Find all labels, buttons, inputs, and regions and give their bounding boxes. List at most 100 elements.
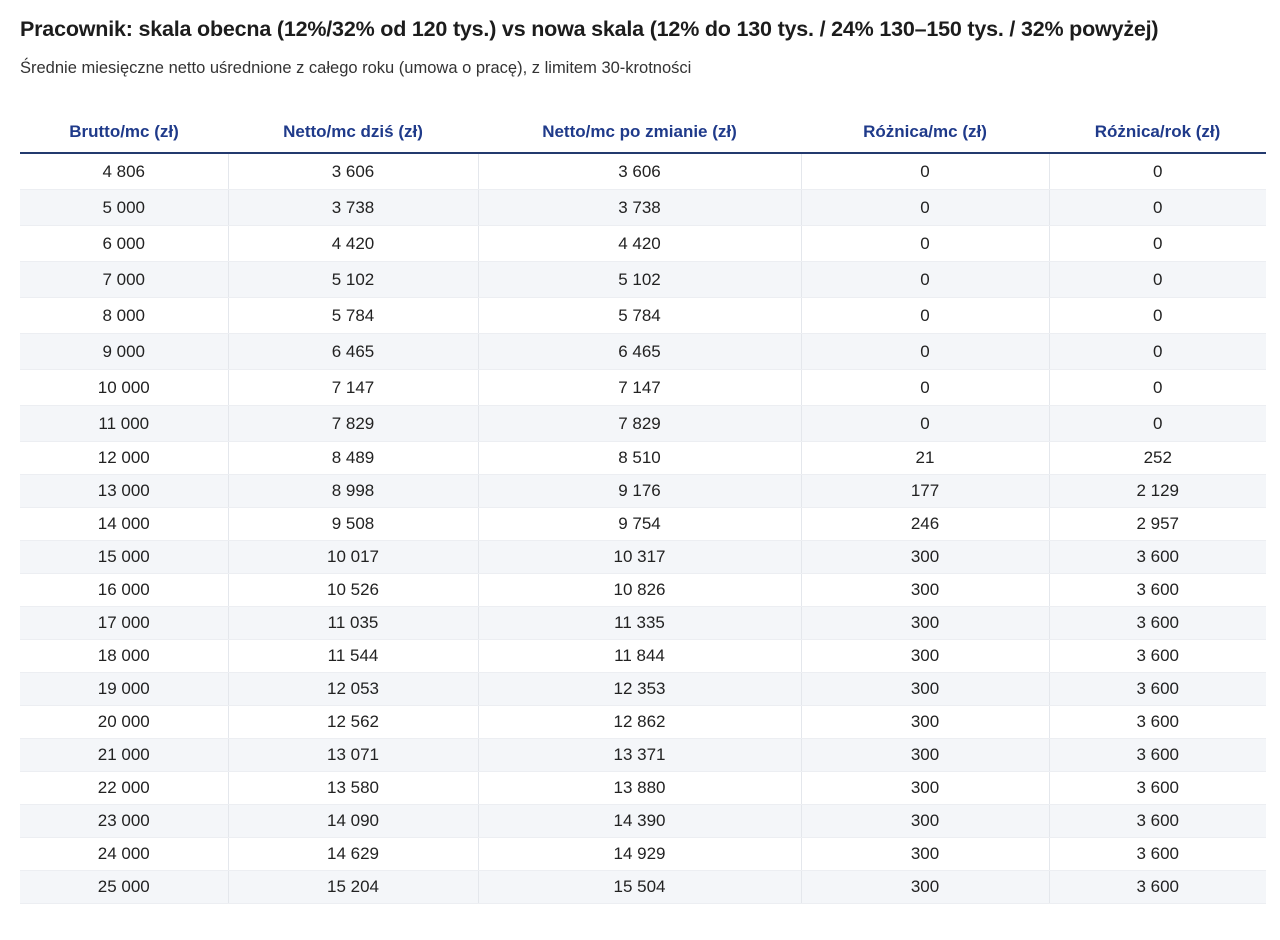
cell-roznica-rok: 2 129 [1049, 474, 1266, 508]
cell-roznica-mc: 300 [801, 738, 1050, 772]
cell-netto-dzis: 12 053 [228, 672, 479, 706]
cell-netto-po-zmianie: 8 510 [478, 441, 802, 475]
cell-netto-dzis: 10 526 [228, 573, 479, 607]
cell-brutto: 5 000 [20, 189, 229, 226]
cell-netto-dzis: 8 489 [228, 441, 479, 475]
cell-brutto: 15 000 [20, 540, 229, 574]
cell-roznica-rok: 2 957 [1049, 507, 1266, 541]
cell-netto-dzis: 15 204 [228, 870, 479, 904]
cell-netto-dzis: 9 508 [228, 507, 479, 541]
column-header-netto-dzis: Netto/mc dziś (zł) [228, 112, 478, 154]
cell-roznica-mc: 0 [801, 369, 1050, 406]
cell-brutto: 4 806 [20, 153, 229, 190]
table-row: 22 000 13 580 13 880 300 3 600 [20, 771, 1266, 805]
table-row: 19 000 12 053 12 353 300 3 600 [20, 672, 1266, 706]
cell-roznica-mc: 0 [801, 153, 1050, 190]
cell-brutto: 10 000 [20, 369, 229, 406]
cell-brutto: 25 000 [20, 870, 229, 904]
cell-roznica-mc: 0 [801, 405, 1050, 442]
cell-netto-dzis: 6 465 [228, 333, 479, 370]
cell-roznica-rok: 3 600 [1049, 870, 1266, 904]
cell-roznica-mc: 300 [801, 804, 1050, 838]
cell-roznica-mc: 21 [801, 441, 1050, 475]
cell-netto-dzis: 13 580 [228, 771, 479, 805]
cell-netto-po-zmianie: 5 784 [478, 297, 802, 334]
table-row: 25 000 15 204 15 504 300 3 600 [20, 870, 1266, 904]
cell-roznica-rok: 3 600 [1049, 837, 1266, 871]
column-header-brutto: Brutto/mc (zł) [20, 112, 228, 154]
table-row: 8 000 5 784 5 784 0 0 [20, 297, 1266, 334]
cell-brutto: 6 000 [20, 225, 229, 262]
cell-netto-po-zmianie: 6 465 [478, 333, 802, 370]
cell-netto-po-zmianie: 11 844 [478, 639, 802, 673]
table-header: Brutto/mc (zł) Netto/mc dziś (zł) Netto/… [20, 112, 1266, 154]
cell-netto-po-zmianie: 5 102 [478, 261, 802, 298]
comparison-table: Brutto/mc (zł) Netto/mc dziś (zł) Netto/… [20, 112, 1266, 904]
table-row: 11 000 7 829 7 829 0 0 [20, 405, 1266, 442]
cell-netto-po-zmianie: 10 317 [478, 540, 802, 574]
table-row: 10 000 7 147 7 147 0 0 [20, 369, 1266, 406]
cell-netto-dzis: 13 071 [228, 738, 479, 772]
cell-netto-po-zmianie: 12 862 [478, 705, 802, 739]
cell-netto-po-zmianie: 9 754 [478, 507, 802, 541]
cell-brutto: 16 000 [20, 573, 229, 607]
cell-roznica-mc: 300 [801, 639, 1050, 673]
table-row: 15 000 10 017 10 317 300 3 600 [20, 540, 1266, 574]
table-row: 23 000 14 090 14 390 300 3 600 [20, 804, 1266, 838]
cell-netto-dzis: 14 090 [228, 804, 479, 838]
cell-roznica-rok: 3 600 [1049, 672, 1266, 706]
table-row: 24 000 14 629 14 929 300 3 600 [20, 837, 1266, 871]
table-row: 7 000 5 102 5 102 0 0 [20, 261, 1266, 298]
cell-netto-po-zmianie: 3 606 [478, 153, 802, 190]
cell-brutto: 21 000 [20, 738, 229, 772]
cell-roznica-mc: 300 [801, 705, 1050, 739]
cell-roznica-mc: 300 [801, 573, 1050, 607]
cell-netto-po-zmianie: 13 880 [478, 771, 802, 805]
column-header-roznica-rok: Różnica/rok (zł) [1049, 112, 1266, 154]
cell-brutto: 12 000 [20, 441, 229, 475]
table-header-row: Brutto/mc (zł) Netto/mc dziś (zł) Netto/… [20, 112, 1266, 154]
cell-netto-po-zmianie: 7 829 [478, 405, 802, 442]
cell-roznica-mc: 300 [801, 606, 1050, 640]
table-row: 4 806 3 606 3 606 0 0 [20, 153, 1266, 190]
cell-brutto: 18 000 [20, 639, 229, 673]
cell-roznica-mc: 300 [801, 540, 1050, 574]
cell-netto-po-zmianie: 14 390 [478, 804, 802, 838]
table-row: 5 000 3 738 3 738 0 0 [20, 189, 1266, 226]
cell-netto-dzis: 10 017 [228, 540, 479, 574]
cell-netto-po-zmianie: 13 371 [478, 738, 802, 772]
cell-netto-dzis: 7 829 [228, 405, 479, 442]
cell-roznica-rok: 0 [1049, 189, 1266, 226]
cell-brutto: 7 000 [20, 261, 229, 298]
cell-netto-dzis: 5 784 [228, 297, 479, 334]
cell-brutto: 20 000 [20, 705, 229, 739]
cell-netto-po-zmianie: 15 504 [478, 870, 802, 904]
page-subtitle: Średnie miesięczne netto uśrednione z ca… [20, 59, 692, 77]
cell-brutto: 14 000 [20, 507, 229, 541]
cell-roznica-rok: 0 [1049, 153, 1266, 190]
cell-netto-dzis: 7 147 [228, 369, 479, 406]
cell-netto-dzis: 3 606 [228, 153, 479, 190]
cell-roznica-rok: 0 [1049, 261, 1266, 298]
table-row: 14 000 9 508 9 754 246 2 957 [20, 507, 1266, 541]
cell-netto-dzis: 4 420 [228, 225, 479, 262]
cell-netto-po-zmianie: 12 353 [478, 672, 802, 706]
cell-roznica-rok: 3 600 [1049, 771, 1266, 805]
cell-roznica-rok: 0 [1049, 405, 1266, 442]
cell-roznica-rok: 3 600 [1049, 573, 1266, 607]
cell-netto-dzis: 8 998 [228, 474, 479, 508]
cell-netto-po-zmianie: 7 147 [478, 369, 802, 406]
cell-brutto: 22 000 [20, 771, 229, 805]
cell-roznica-mc: 0 [801, 333, 1050, 370]
cell-netto-po-zmianie: 11 335 [478, 606, 802, 640]
cell-netto-dzis: 3 738 [228, 189, 479, 226]
cell-brutto: 8 000 [20, 297, 229, 334]
table-row: 20 000 12 562 12 862 300 3 600 [20, 705, 1266, 739]
cell-netto-dzis: 5 102 [228, 261, 479, 298]
cell-brutto: 9 000 [20, 333, 229, 370]
cell-netto-dzis: 12 562 [228, 705, 479, 739]
cell-roznica-mc: 300 [801, 672, 1050, 706]
cell-roznica-mc: 300 [801, 837, 1050, 871]
table-row: 12 000 8 489 8 510 21 252 [20, 441, 1266, 475]
cell-brutto: 13 000 [20, 474, 229, 508]
